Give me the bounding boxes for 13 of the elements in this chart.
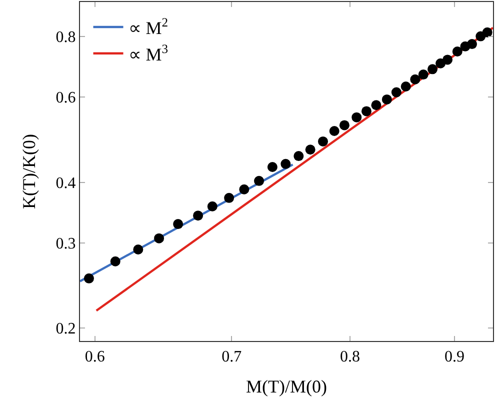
- legend-label: ∝ M$^{2}$: [128, 15, 168, 38]
- x-tick-label: 0.6: [84, 348, 105, 366]
- y-tick-label: 0.4: [56, 174, 76, 192]
- y-axis-title: K(T)/K(0): [18, 134, 39, 209]
- x-tick-label: 0.9: [444, 348, 464, 366]
- y-tick-label: 0.6: [56, 90, 76, 107]
- legend-label: ∝ M$^{3}$: [128, 42, 168, 64]
- x-tick-label: 0.7: [222, 348, 242, 366]
- x-tick-label: 0.8: [340, 348, 360, 366]
- y-tick-label: 0.2: [56, 320, 76, 338]
- y-tick-label: 0.3: [56, 235, 76, 252]
- x-axis-title: M(T)/M(0): [246, 376, 327, 396]
- y-tick-label: 0.8: [56, 29, 76, 46]
